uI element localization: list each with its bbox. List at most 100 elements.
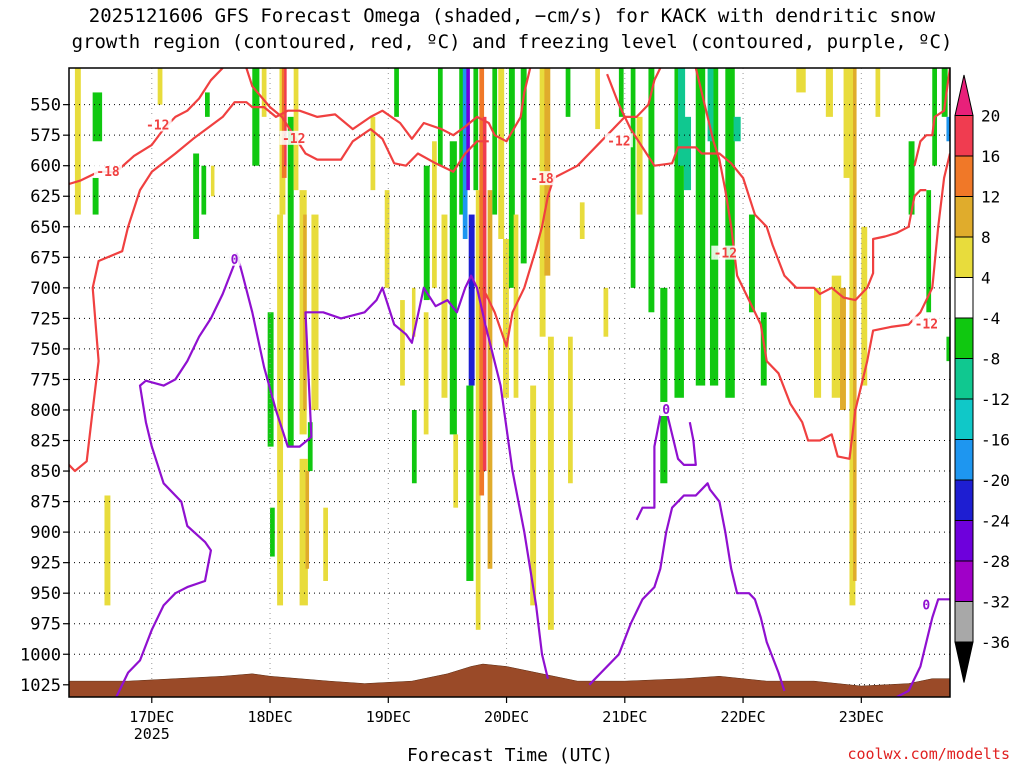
dgz-contour-4 [606, 73, 927, 302]
y-tick-label-875: 875 [30, 493, 61, 513]
freezing-label-bg-0 [228, 251, 241, 266]
omega-band-77 [748, 214, 755, 313]
omega-band-74 [707, 68, 714, 142]
omega-band-30 [411, 409, 417, 484]
omega-band-16 [277, 214, 284, 606]
colorbar-bottom-arrow [954, 641, 974, 683]
colorbar-label-13: -36 [981, 633, 1010, 652]
colorbar-label-4: 4 [981, 269, 991, 288]
chart-title-line1: 2025121606 GFS Forecast Omega (shaded, −… [88, 5, 936, 27]
y-tick-label-550: 550 [30, 96, 61, 116]
omega-band-94 [946, 336, 950, 362]
y-tick-label-675: 675 [30, 248, 61, 268]
omega-band-1 [92, 177, 99, 215]
y-tick-label-625: 625 [30, 187, 61, 207]
y-tick-label-950: 950 [30, 584, 61, 604]
omega-band-59 [565, 68, 571, 117]
omega-band-22 [307, 422, 313, 472]
colorbar-swatch-5 [954, 277, 974, 319]
omega-band-39 [459, 68, 466, 215]
x-tick-label-20DEC: 20DEC [484, 708, 529, 726]
omega-band-63 [603, 287, 609, 337]
omega-band-71 [683, 116, 692, 191]
omega-band-42 [468, 214, 475, 386]
omega-band-67 [648, 68, 655, 313]
omega-band-68 [660, 287, 668, 484]
omega-band-5 [193, 153, 200, 239]
omega-band-2 [104, 495, 111, 606]
dgz-label-3: -18 [530, 172, 554, 187]
y-tick-label-650: 650 [30, 218, 61, 238]
omega-band-12 [270, 507, 275, 557]
dgz-label-6: -12 [915, 317, 938, 332]
colorbar-swatch-2 [954, 155, 974, 197]
y-tick-label-775: 775 [30, 370, 61, 390]
terrain-fill [69, 663, 950, 697]
freezing-label-0: 0 [231, 253, 239, 268]
dgz-contour-6 [913, 68, 950, 166]
x-tick-label-22DEC: 22DEC [720, 708, 765, 726]
omega-band-65 [630, 68, 636, 288]
omega-band-81 [825, 68, 833, 117]
omega-band-46 [479, 68, 485, 496]
omega-band-80 [814, 287, 822, 398]
omega-band-11 [267, 312, 274, 447]
omega-band-82 [831, 275, 842, 398]
colorbar-label-6: -8 [981, 350, 1000, 369]
freezing-contour-0 [115, 252, 549, 697]
omega-band-23 [299, 458, 308, 606]
colorbar-label-9: -20 [981, 471, 1010, 490]
omega-band-10 [261, 68, 267, 117]
omega-band-26 [370, 116, 376, 191]
omega-band-51 [502, 238, 509, 398]
colorbar-swatch-11 [954, 520, 974, 562]
omega-band-38 [453, 434, 459, 508]
dgz-label-bg-5 [711, 245, 740, 260]
colorbar-swatch-13 [954, 601, 974, 643]
omega-band-87 [861, 226, 868, 386]
colorbar-swatch-7 [954, 358, 974, 400]
omega-band-32 [423, 165, 430, 301]
y-tick-label-1000: 1000 [20, 645, 61, 665]
colorbar-swatch-3 [954, 196, 974, 238]
omega-band-61 [579, 202, 585, 239]
omega-band-3 [92, 92, 103, 142]
omega-band-64 [618, 68, 624, 117]
y-tick-label-1025: 1025 [20, 676, 61, 696]
freezing-label-bg-2 [660, 401, 673, 416]
dgz-label-0: -12 [146, 118, 169, 133]
freezing-contour-3 [896, 598, 950, 697]
credit-link[interactable]: coolwx.com/modelts [847, 745, 1010, 763]
omega-band-52 [508, 68, 515, 288]
omega-band-75 [725, 68, 735, 398]
dgz-contour-3 [481, 68, 662, 348]
y-tick-label-975: 975 [30, 615, 61, 635]
omega-band-58 [547, 336, 554, 630]
omega-band-44 [473, 68, 479, 191]
omega-band-93 [946, 116, 950, 142]
omega-band-41 [466, 68, 470, 191]
omega-band-89 [908, 141, 915, 215]
dgz-label-2: -12 [282, 132, 305, 147]
colorbar-label-12: -32 [981, 593, 1010, 612]
chart-title-line2: growth region (contoured, red, ºC) and f… [71, 31, 953, 53]
freezing-label-bg-3 [920, 597, 933, 612]
colorbar-label-1: 16 [981, 147, 1000, 166]
omega-band-72 [695, 68, 706, 386]
omega-band-4 [157, 68, 163, 105]
omega-band-34 [432, 141, 437, 288]
omega-band-6 [201, 165, 207, 215]
y-tick-label-600: 600 [30, 157, 61, 177]
omega-band-84 [843, 68, 851, 178]
dgz-label-bg-1 [94, 163, 123, 178]
y-tick-label-700: 700 [30, 279, 61, 299]
colorbar-swatch-1 [954, 115, 974, 157]
omega-band-85 [849, 68, 856, 606]
x-tick-label-17DEC: 17DEC [129, 708, 174, 726]
colorbar-label-3: 8 [981, 228, 991, 247]
dgz-label-bg-0 [143, 117, 172, 132]
omega-band-9 [252, 68, 260, 166]
colorbar-swatch-6 [954, 317, 974, 359]
omega-band-43 [466, 385, 474, 581]
